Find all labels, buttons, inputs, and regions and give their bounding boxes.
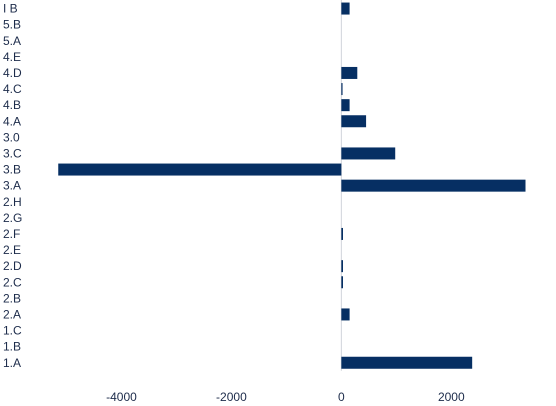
category-label: 1.C xyxy=(3,324,22,338)
category-label: 4.C xyxy=(3,82,22,96)
category-labels: I B 5.B 5.A 4.E 4.D 4.C 4.B 4.A 3.0 3.C 3.B 3.A 2.H 2… xyxy=(3,2,22,370)
bar xyxy=(341,308,350,321)
bar xyxy=(341,2,350,15)
category-label: 2.H xyxy=(3,195,22,209)
category-label: 2.C xyxy=(3,275,22,289)
category-label: 2.F xyxy=(3,227,20,241)
x-tick-label: 2000 xyxy=(438,390,465,404)
category-label: 2.B xyxy=(3,291,21,305)
category-label: 4.A xyxy=(3,114,21,128)
bar xyxy=(341,227,343,240)
x-tick-label: -4000 xyxy=(106,390,137,404)
bar xyxy=(341,147,396,160)
category-label: 1.A xyxy=(3,356,21,370)
bar xyxy=(341,99,350,112)
category-label: 2.G xyxy=(3,211,22,225)
category-label: 4.B xyxy=(3,98,21,112)
category-label: 1.B xyxy=(3,340,21,354)
bar xyxy=(341,83,343,96)
category-label: 4.E xyxy=(3,50,21,64)
category-label: 5.B xyxy=(3,18,21,32)
x-axis-ticks: -4000 -2000 0 2000 xyxy=(106,390,465,404)
bar xyxy=(341,276,343,289)
category-label: 2.A xyxy=(3,307,21,321)
category-label: 4.D xyxy=(3,66,22,80)
bar xyxy=(341,356,473,369)
x-tick-label: -2000 xyxy=(216,390,247,404)
category-label: I B xyxy=(3,2,18,16)
bars xyxy=(58,2,526,369)
bar xyxy=(341,179,526,192)
bar xyxy=(341,66,358,79)
bar xyxy=(341,260,343,273)
x-tick-label: 0 xyxy=(338,390,345,404)
category-label: 3.A xyxy=(3,179,21,193)
bar xyxy=(58,163,342,176)
category-label: 3.C xyxy=(3,146,22,160)
category-label: 3.0 xyxy=(3,130,20,144)
category-label: 2.D xyxy=(3,259,22,273)
category-label: 2.E xyxy=(3,243,21,257)
category-label: 5.A xyxy=(3,34,21,48)
category-label: 3.B xyxy=(3,163,21,177)
bar xyxy=(341,115,367,128)
